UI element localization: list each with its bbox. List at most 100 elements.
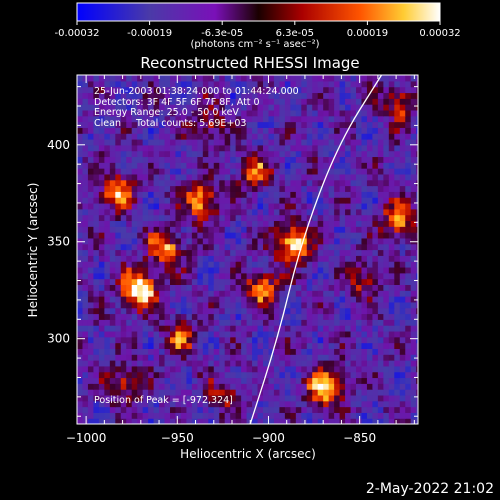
heatmap-cell	[273, 301, 281, 309]
heatmap-cell	[295, 92, 302, 99]
heatmap-cell	[219, 336, 226, 344]
heatmap-cell	[82, 330, 89, 338]
heatmap-cell	[219, 133, 226, 140]
heatmap-cell	[334, 278, 341, 285]
heatmap-cell	[104, 348, 111, 355]
heatmap-cell	[279, 150, 286, 158]
heatmap-cell	[356, 226, 363, 233]
heatmap-cell	[416, 278, 418, 285]
heatmap-cell	[394, 290, 401, 297]
heatmap-cell	[263, 191, 270, 198]
heatmap-cell	[219, 144, 226, 152]
heatmap-cell	[317, 389, 324, 396]
heatmap-cell	[306, 389, 313, 396]
heatmap-cell	[87, 214, 95, 222]
heatmap-cell	[87, 80, 95, 88]
heatmap-cell	[175, 104, 182, 111]
heatmap-cell	[306, 150, 313, 158]
heatmap-cell	[202, 371, 209, 379]
heatmap-cell	[104, 342, 111, 349]
heatmap-cell	[361, 313, 368, 320]
heatmap-cell	[323, 191, 330, 198]
heatmap-cell	[372, 127, 379, 134]
heatmap-cell	[142, 162, 149, 169]
heatmap-cell	[148, 104, 155, 111]
heatmap-cell	[268, 394, 275, 402]
heatmap-cell	[175, 301, 182, 309]
heatmap-cell	[213, 109, 220, 117]
heatmap-cell	[137, 290, 144, 297]
heatmap-cell	[323, 202, 330, 210]
heatmap-cell	[284, 133, 291, 140]
heatmap-cell	[93, 371, 100, 379]
heatmap-cell	[323, 92, 330, 99]
heatmap-cell	[416, 191, 418, 198]
heatmap-cell	[170, 156, 177, 163]
heatmap-cell	[399, 278, 406, 285]
heatmap-cell	[170, 394, 177, 402]
heatmap-cell	[405, 133, 412, 140]
heatmap-cell	[394, 185, 401, 192]
heatmap-cell	[252, 115, 259, 123]
heatmap-cell	[323, 121, 330, 128]
heatmap-cell	[263, 80, 270, 88]
heatmap-cell	[399, 150, 406, 158]
heatmap-cell	[301, 249, 308, 256]
heatmap-cell	[279, 197, 286, 204]
heatmap-cell	[273, 394, 281, 402]
heatmap-cell	[246, 284, 253, 291]
heatmap-cell	[317, 75, 324, 82]
heatmap-cell	[273, 156, 281, 163]
heatmap-cell	[317, 249, 324, 256]
heatmap-cell	[257, 394, 264, 402]
heatmap-cell	[137, 389, 144, 396]
heatmap-cell	[159, 150, 166, 158]
heatmap-cell	[186, 261, 193, 268]
heatmap-cell	[339, 342, 346, 349]
heatmap-cell	[290, 150, 297, 158]
heatmap-cell	[219, 191, 226, 198]
heatmap-cell	[345, 185, 352, 192]
heatmap-cell	[202, 173, 209, 181]
heatmap-cell	[252, 243, 259, 251]
heatmap-cell	[405, 255, 412, 262]
heatmap-cell	[394, 336, 401, 344]
heatmap-cell	[405, 261, 412, 268]
heatmap-cell	[246, 232, 253, 239]
heatmap-cell	[372, 278, 379, 285]
heatmap-cell	[164, 232, 171, 239]
heatmap-cell	[115, 389, 122, 396]
heatmap-cell	[284, 138, 291, 146]
heatmap-cell	[219, 301, 226, 309]
heatmap-cell	[339, 208, 346, 216]
heatmap-cell	[98, 296, 105, 303]
heatmap-cell	[197, 121, 204, 128]
heatmap-cell	[241, 313, 248, 320]
heatmap-cell	[268, 226, 275, 233]
heatmap-cell	[148, 92, 155, 99]
heatmap-cell	[87, 348, 95, 355]
heatmap-cell	[77, 226, 84, 233]
heatmap-cell	[219, 98, 226, 105]
heatmap-cell	[284, 406, 291, 413]
heatmap-cell	[159, 336, 166, 344]
heatmap-cell	[186, 197, 193, 204]
heatmap-cell	[142, 319, 149, 326]
heatmap-cell	[323, 208, 330, 216]
heatmap-cell	[416, 220, 418, 227]
heatmap-cell	[208, 301, 215, 309]
heatmap-cell	[137, 226, 144, 233]
heatmap-cell	[383, 272, 390, 280]
heatmap-cell	[301, 92, 308, 99]
heatmap-cell	[186, 226, 193, 233]
heatmap-cell	[126, 237, 133, 245]
heatmap-cell	[350, 400, 357, 408]
heatmap-cell	[306, 400, 313, 408]
heatmap-cell	[131, 342, 138, 349]
heatmap-cell	[82, 336, 89, 344]
heatmap-cell	[268, 133, 275, 140]
heatmap-cell	[312, 86, 319, 94]
heatmap-cell	[170, 168, 177, 175]
heatmap-cell	[257, 173, 264, 181]
heatmap-cell	[87, 173, 95, 181]
